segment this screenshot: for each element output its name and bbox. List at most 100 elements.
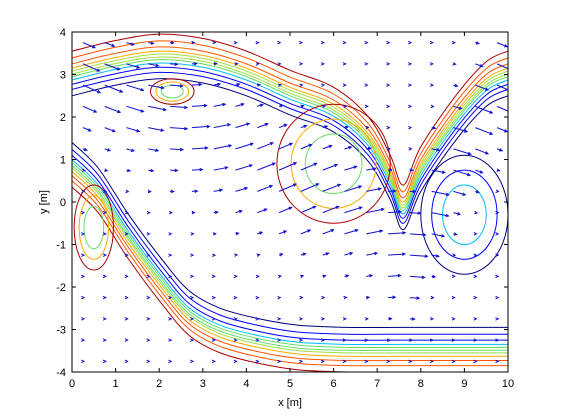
velocity-vector [322, 164, 338, 171]
velocity-arrowhead [313, 162, 318, 167]
velocity-vector [148, 148, 159, 152]
velocity-arrowhead [312, 205, 317, 209]
contour-line [72, 66, 508, 219]
velocity-arrowhead [162, 107, 168, 112]
velocity-arrowhead [464, 129, 469, 133]
velocity-arrowhead [277, 40, 282, 45]
velocity-arrowhead [503, 129, 508, 133]
velocity-vector [257, 162, 276, 171]
velocity-vector [104, 127, 116, 132]
contour-line [72, 53, 508, 206]
velocity-arrowhead [97, 89, 102, 94]
velocity-vector [170, 105, 188, 109]
velocity-arrowhead [451, 274, 456, 279]
velocity-arrowhead [283, 230, 288, 234]
velocity-arrowhead [255, 317, 260, 321]
x-tick-label: 4 [243, 378, 249, 390]
velocity-arrowhead [277, 338, 282, 342]
velocity-arrowhead [386, 104, 391, 109]
velocity-vector [235, 164, 253, 171]
velocity-arrowhead [81, 338, 86, 342]
velocity-arrowhead [342, 83, 347, 87]
velocity-arrowhead [191, 210, 196, 215]
velocity-arrowhead [233, 40, 238, 45]
velocity-arrowhead [388, 168, 393, 172]
contour-line [72, 46, 508, 199]
velocity-vector [82, 63, 100, 72]
velocity-arrowhead [320, 62, 325, 66]
velocity-vector [191, 125, 210, 129]
velocity-arrowhead [473, 359, 478, 364]
velocity-vector [322, 145, 332, 150]
velocity-arrowhead [81, 210, 86, 215]
velocity-vectors [81, 40, 515, 364]
contour-loop [431, 169, 498, 260]
velocity-arrowhead [430, 295, 435, 300]
velocity-vector [475, 84, 489, 91]
velocity-arrowhead [168, 295, 173, 300]
contour-lines [72, 33, 508, 372]
velocity-arrowhead [190, 253, 195, 257]
velocity-arrowhead [337, 183, 342, 188]
velocity-arrowhead [379, 229, 384, 233]
velocity-arrowhead [111, 43, 116, 47]
velocity-arrowhead [238, 209, 243, 214]
velocity-arrowhead [299, 359, 304, 364]
velocity-arrowhead [206, 124, 211, 129]
velocity-arrowhead [190, 232, 195, 236]
velocity-arrowhead [364, 317, 369, 321]
velocity-vector [278, 124, 287, 129]
x-tick-label: 8 [418, 378, 424, 390]
velocity-arrowhead [81, 232, 86, 236]
velocity-vector [257, 123, 268, 129]
velocity-vector [191, 104, 207, 107]
velocity-arrowhead [102, 210, 108, 215]
velocity-arrowhead [255, 295, 260, 300]
velocity-vector [148, 63, 159, 67]
velocity-vector [278, 206, 292, 214]
velocity-vector [431, 254, 439, 257]
velocity-arrowhead [392, 189, 397, 193]
velocity-arrowhead [409, 338, 414, 342]
velocity-arrowhead [504, 44, 508, 48]
plot-area [71, 31, 515, 373]
velocity-arrowhead [81, 253, 86, 257]
x-tick-label: 0 [69, 378, 75, 390]
velocity-arrowhead [300, 104, 305, 108]
velocity-vector [235, 122, 250, 129]
velocity-arrowhead [124, 338, 129, 342]
velocity-vector [300, 183, 319, 192]
velocity-arrowhead [213, 62, 218, 66]
velocity-arrowhead [474, 210, 479, 215]
velocity-vector [257, 142, 274, 150]
contour-line [72, 33, 508, 186]
velocity-arrowhead [451, 40, 456, 45]
velocity-vector [191, 168, 203, 171]
velocity-arrowhead [168, 338, 173, 342]
velocity-arrowhead [283, 123, 288, 128]
velocity-vector [170, 84, 183, 87]
velocity-arrowhead [364, 40, 369, 45]
contour-loop [73, 184, 114, 271]
velocity-vector [278, 162, 297, 171]
x-tick-label: 1 [113, 378, 119, 390]
velocity-vector [104, 105, 121, 113]
velocity-arrowhead [146, 338, 151, 342]
velocity-arrowhead [244, 186, 249, 191]
contour-loop [155, 81, 190, 102]
velocity-vector [475, 63, 483, 67]
velocity-vector [344, 146, 352, 150]
velocity-arrowhead [234, 253, 239, 257]
velocity-arrowhead [224, 166, 229, 170]
velocity-arrowhead [102, 274, 107, 279]
velocity-vector [366, 188, 381, 192]
velocity-arrowhead [264, 122, 269, 127]
velocity-arrowhead [299, 338, 304, 342]
velocity-arrowhead [512, 91, 515, 93]
velocity-arrowhead [81, 359, 86, 364]
velocity-vector [257, 185, 273, 192]
velocity-arrowhead [255, 359, 260, 364]
velocity-arrowhead [236, 83, 241, 87]
velocity-arrowhead [211, 317, 216, 321]
